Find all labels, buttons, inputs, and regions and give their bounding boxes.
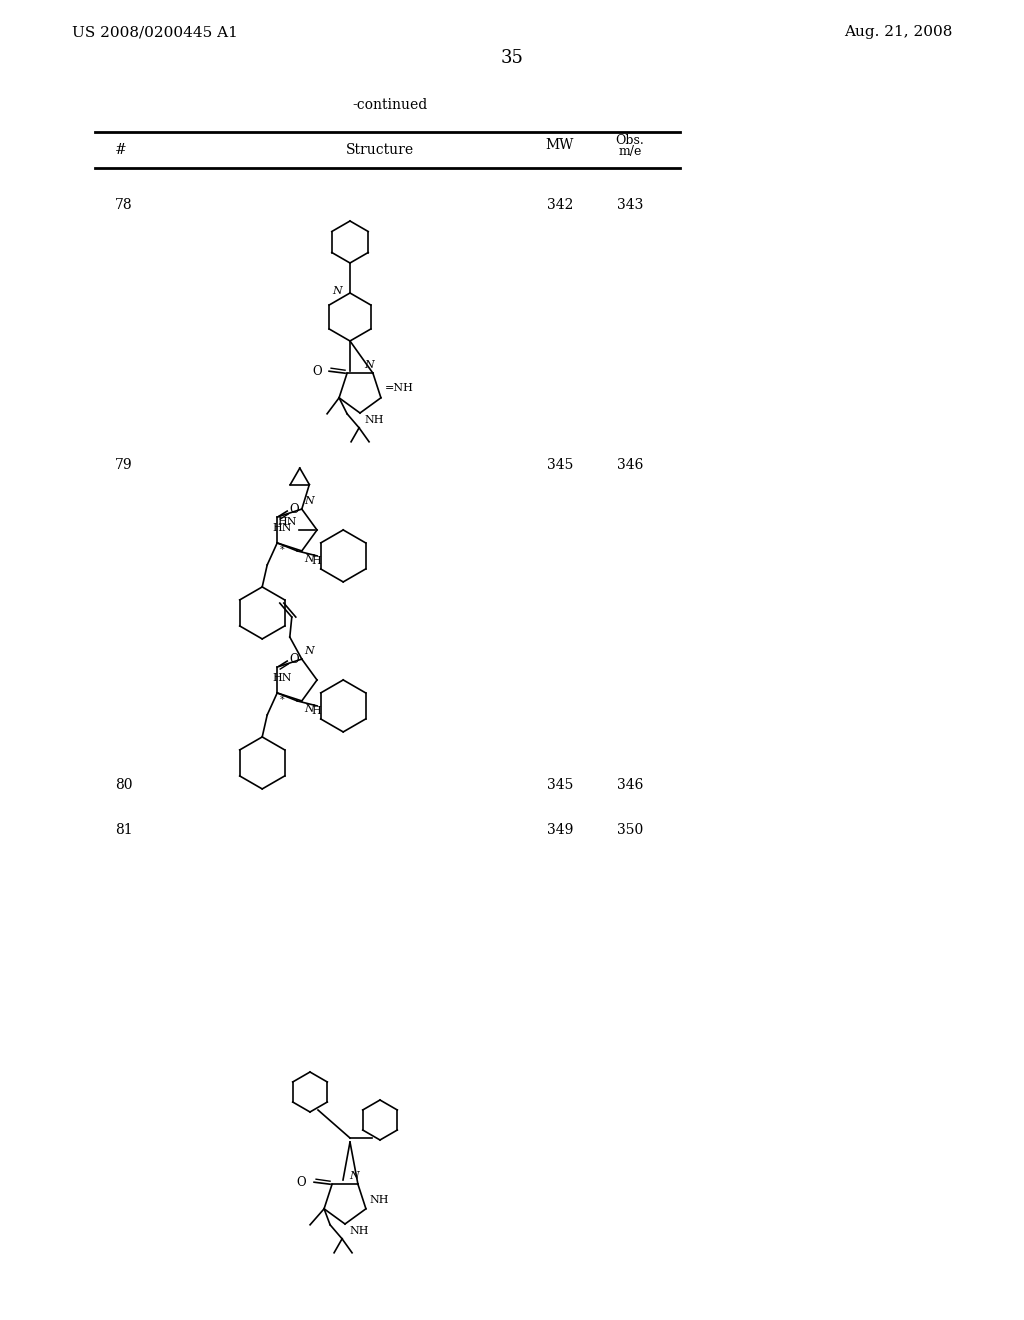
Text: NH: NH — [364, 414, 384, 425]
Text: 345: 345 — [547, 777, 573, 792]
Text: N: N — [304, 554, 313, 564]
Text: 345: 345 — [547, 458, 573, 473]
Text: 79: 79 — [115, 458, 133, 473]
Text: US 2008/0200445 A1: US 2008/0200445 A1 — [72, 25, 238, 40]
Text: N: N — [304, 704, 313, 714]
Text: 349: 349 — [547, 822, 573, 837]
Text: m/e: m/e — [618, 145, 642, 158]
Text: N: N — [304, 496, 313, 506]
Text: O: O — [289, 503, 299, 516]
Text: N: N — [365, 360, 374, 370]
Text: 78: 78 — [115, 198, 133, 213]
Text: O: O — [289, 652, 299, 665]
Text: N: N — [349, 1171, 358, 1181]
Text: 346: 346 — [616, 458, 643, 473]
Text: HN: HN — [278, 517, 297, 527]
Text: #: # — [115, 143, 127, 157]
Text: O: O — [312, 364, 323, 378]
Text: NH: NH — [370, 1195, 389, 1205]
Text: H: H — [311, 706, 322, 715]
Text: Aug. 21, 2008: Aug. 21, 2008 — [844, 25, 952, 40]
Text: 35: 35 — [501, 49, 523, 67]
Text: 350: 350 — [616, 822, 643, 837]
Text: 346: 346 — [616, 777, 643, 792]
Text: MW: MW — [546, 139, 574, 152]
Text: 343: 343 — [616, 198, 643, 213]
Text: =NH: =NH — [385, 383, 414, 393]
Text: 81: 81 — [115, 822, 133, 837]
Text: NH: NH — [349, 1226, 369, 1236]
Text: H: H — [311, 556, 322, 566]
Text: O: O — [296, 1176, 306, 1189]
Text: -continued: -continued — [352, 98, 428, 112]
Text: 342: 342 — [547, 198, 573, 213]
Text: 80: 80 — [115, 777, 132, 792]
Text: HN: HN — [272, 673, 292, 682]
Text: HN: HN — [272, 523, 292, 533]
Text: *: * — [281, 694, 285, 705]
Text: *: * — [281, 545, 285, 554]
Text: Obs.: Obs. — [615, 133, 644, 147]
Text: N: N — [304, 645, 313, 656]
Text: Structure: Structure — [346, 143, 414, 157]
Text: N: N — [332, 286, 342, 296]
